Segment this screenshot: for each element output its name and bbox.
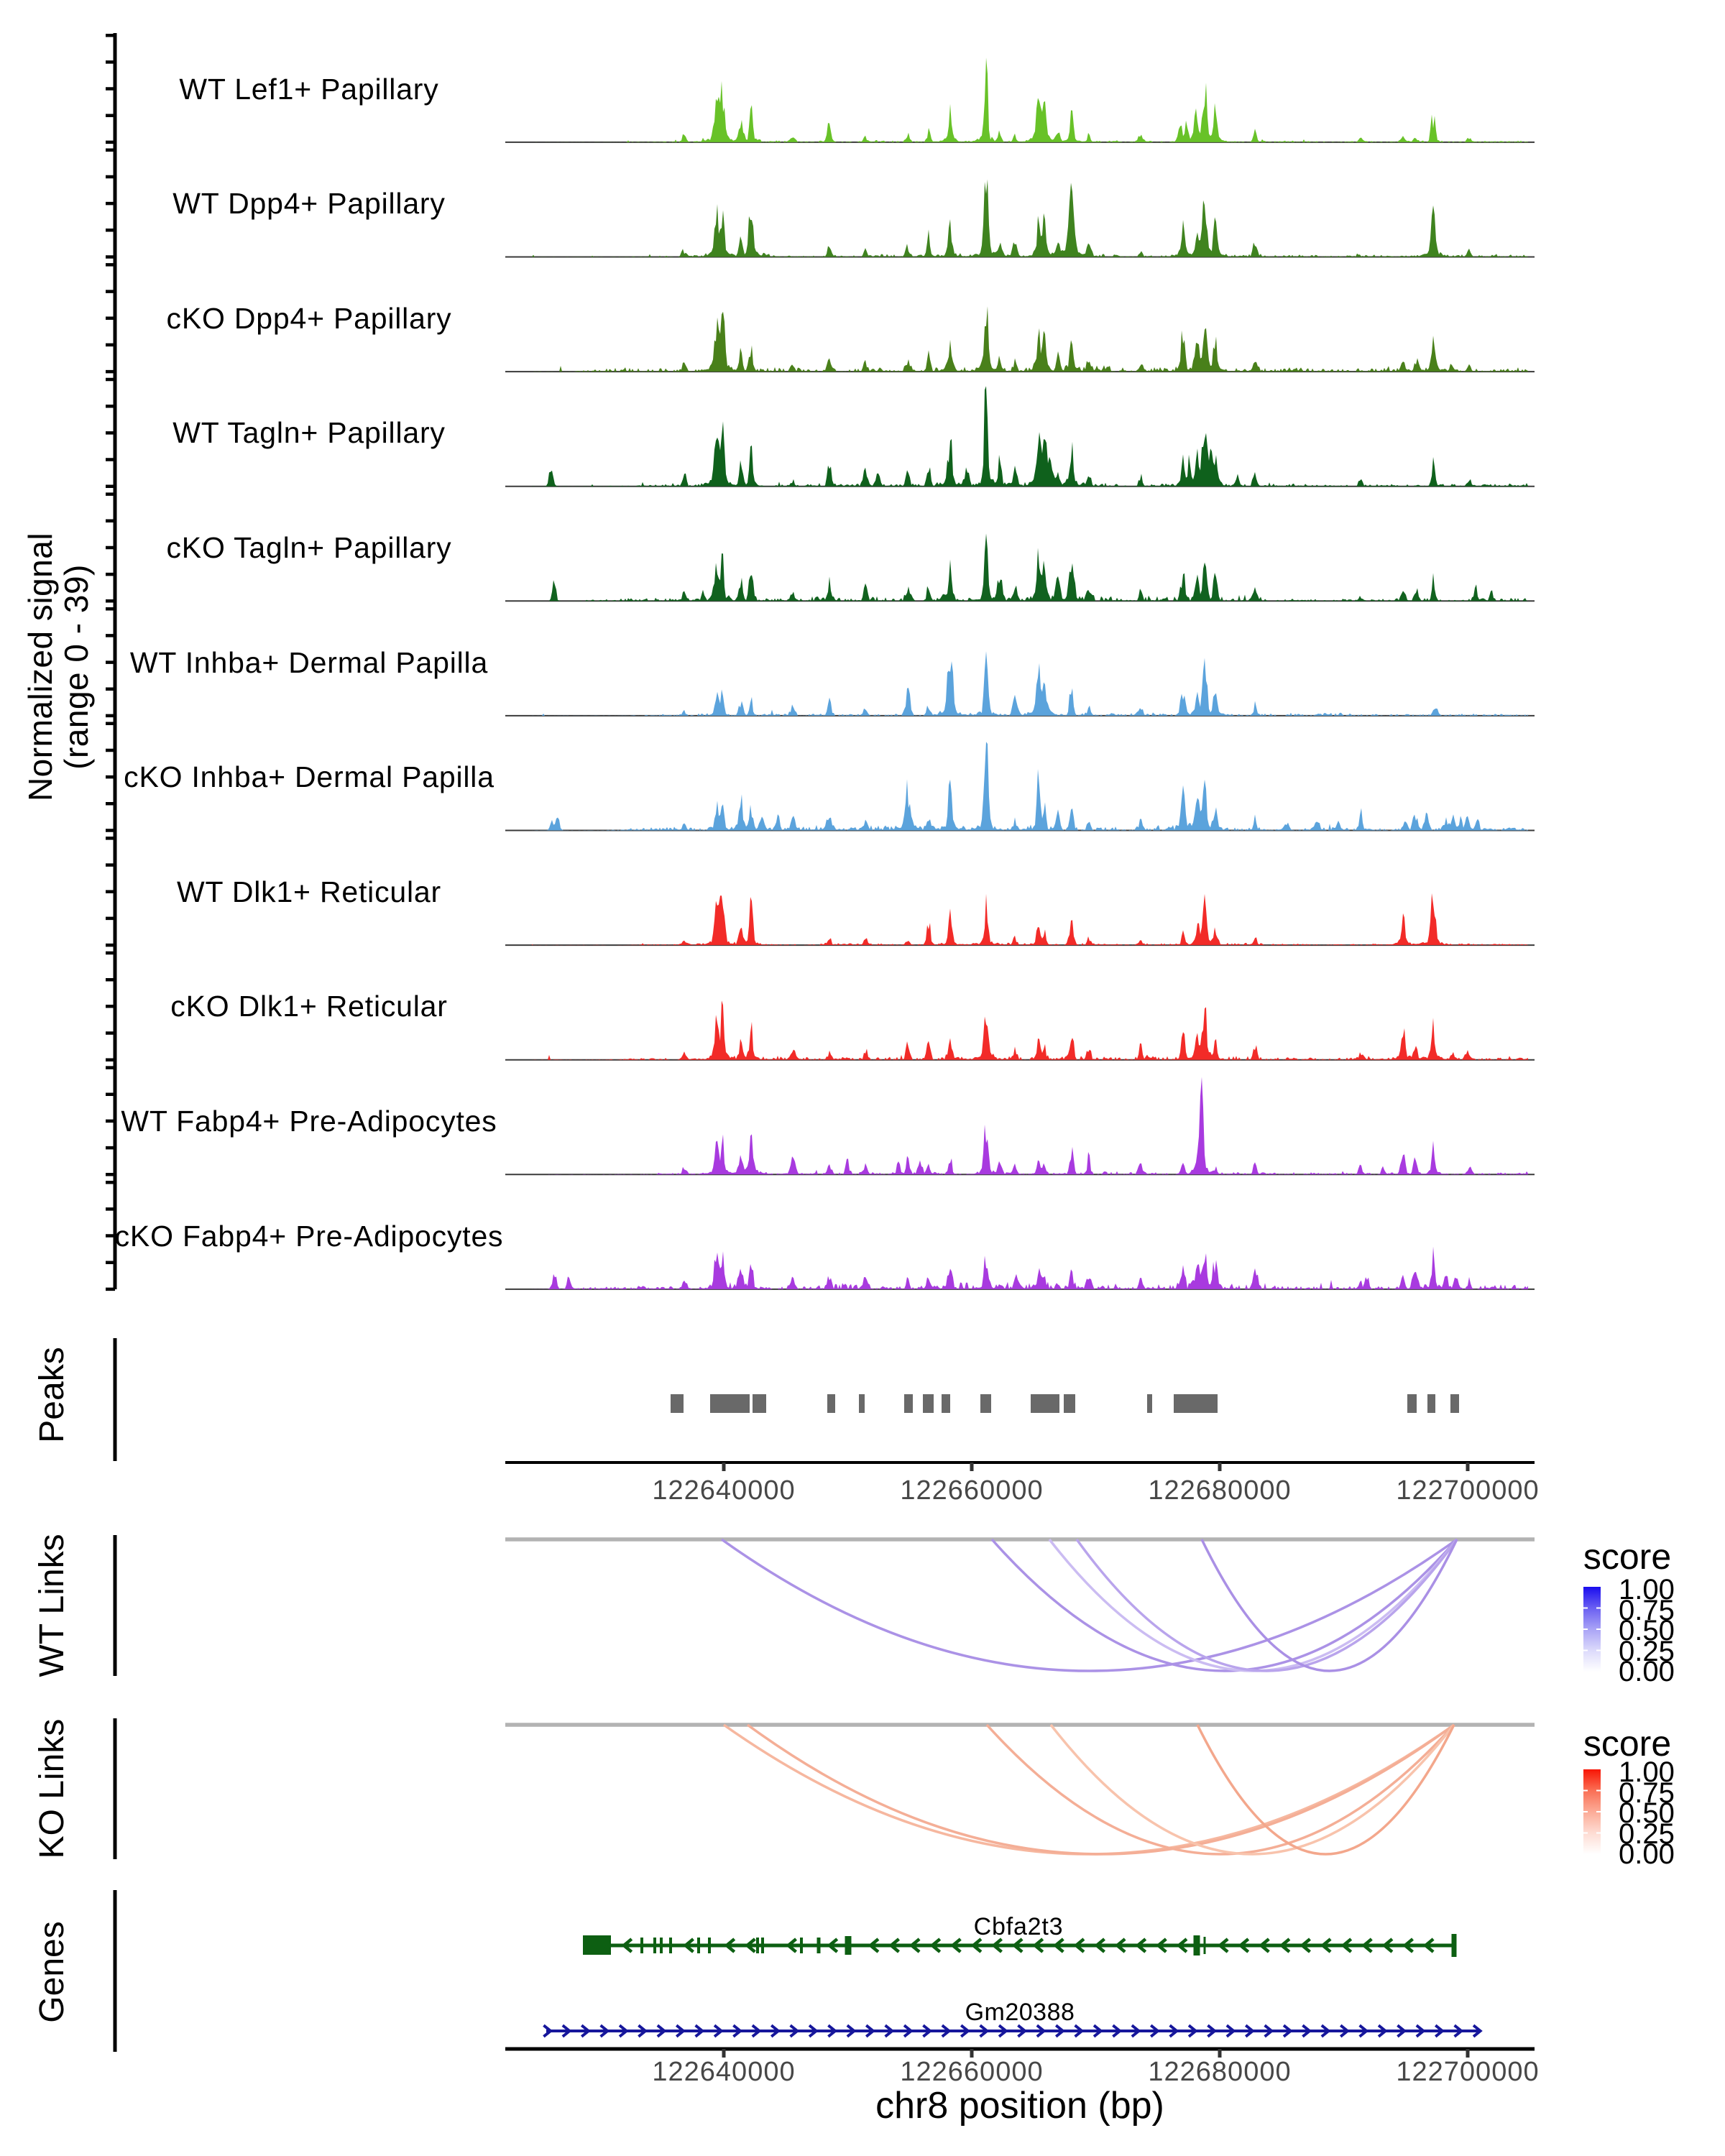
- svg-text:1.00: 1.00: [1619, 1574, 1675, 1606]
- svg-text:1.00: 1.00: [1619, 1756, 1675, 1788]
- svg-text:0.00: 0.00: [1619, 1656, 1675, 1687]
- svg-text:0.50: 0.50: [1619, 1615, 1675, 1646]
- svg-text:cKO Dpp4+ Papillary: cKO Dpp4+ Papillary: [167, 302, 452, 335]
- svg-text:WT Dpp4+ Papillary: WT Dpp4+ Papillary: [172, 187, 445, 220]
- svg-text:cKO Tagln+ Papillary: cKO Tagln+ Papillary: [167, 531, 452, 564]
- svg-text:score: score: [1583, 1537, 1671, 1577]
- svg-text:122700000: 122700000: [1396, 2057, 1539, 2087]
- svg-text:0.75: 0.75: [1619, 1595, 1675, 1626]
- svg-text:score: score: [1583, 1723, 1671, 1764]
- svg-text:Peaks: Peaks: [33, 1347, 71, 1442]
- svg-text:122660000: 122660000: [900, 1475, 1043, 1506]
- svg-text:cKO Dlk1+ Reticular: cKO Dlk1+ Reticular: [170, 990, 447, 1023]
- svg-text:WT Lef1+ Papillary: WT Lef1+ Papillary: [179, 73, 438, 106]
- svg-text:Cbfa2t3: Cbfa2t3: [974, 1913, 1064, 1940]
- svg-text:WT Fabp4+ Pre-Adipocytes: WT Fabp4+ Pre-Adipocytes: [121, 1105, 497, 1138]
- svg-text:KO Links: KO Links: [33, 1719, 71, 1859]
- svg-text:cKO Inhba+ Dermal Papilla: cKO Inhba+ Dermal Papilla: [124, 760, 494, 793]
- svg-text:122680000: 122680000: [1148, 1475, 1291, 1506]
- svg-text:cKO Fabp4+ Pre-Adipocytes: cKO Fabp4+ Pre-Adipocytes: [115, 1220, 504, 1253]
- svg-text:WT Links: WT Links: [33, 1534, 71, 1677]
- svg-text:Genes: Genes: [33, 1921, 71, 2022]
- svg-text:chr8 position (bp): chr8 position (bp): [875, 2085, 1164, 2127]
- svg-text:0.25: 0.25: [1619, 1636, 1675, 1667]
- svg-text:Gm20388: Gm20388: [965, 1999, 1075, 2026]
- svg-text:WT Dlk1+ Reticular: WT Dlk1+ Reticular: [177, 875, 441, 908]
- svg-text:0.25: 0.25: [1619, 1818, 1675, 1850]
- svg-text:WT Tagln+ Papillary: WT Tagln+ Papillary: [172, 416, 445, 449]
- svg-text:122640000: 122640000: [652, 1475, 795, 1506]
- svg-text:122640000: 122640000: [652, 2057, 795, 2087]
- svg-text:0.50: 0.50: [1619, 1797, 1675, 1829]
- svg-text:122680000: 122680000: [1148, 2057, 1291, 2087]
- svg-text:122660000: 122660000: [900, 2057, 1043, 2087]
- svg-text:WT Inhba+ Dermal Papilla: WT Inhba+ Dermal Papilla: [130, 646, 488, 679]
- svg-text:Normalized signal: Normalized signal: [22, 533, 59, 801]
- svg-text:0.75: 0.75: [1619, 1777, 1675, 1809]
- svg-text:0.00: 0.00: [1619, 1838, 1675, 1870]
- svg-text:(range 0 - 39): (range 0 - 39): [58, 564, 95, 770]
- svg-text:122700000: 122700000: [1396, 1475, 1539, 1506]
